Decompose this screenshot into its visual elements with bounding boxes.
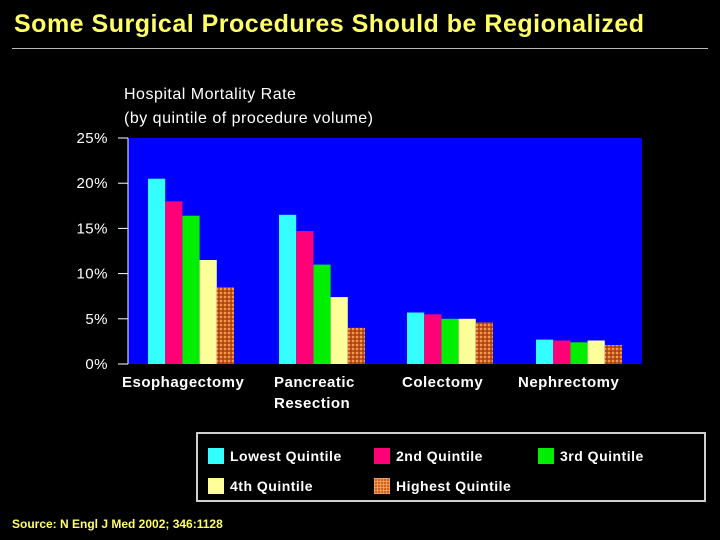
bar-lowest-0 — [148, 178, 166, 364]
bar-fourth-0 — [199, 260, 217, 364]
legend: Lowest Quintile 2nd Quintile 3rd Quintil… — [196, 432, 706, 502]
bar-fourth-1 — [330, 297, 348, 364]
y-tick-label: 10% — [76, 266, 108, 283]
bar-third-0 — [182, 215, 200, 364]
bar-second-3 — [553, 340, 571, 364]
bar-second-0 — [165, 201, 183, 364]
chart-title-line2: (by quintile of procedure volume) — [124, 110, 374, 127]
legend-label-highest: Highest Quintile — [396, 478, 512, 494]
x-category-label: Colectomy — [402, 374, 483, 391]
x-category-label: Resection — [274, 395, 350, 412]
y-tick-label: 0% — [85, 356, 108, 373]
x-category-label: Nephrectomy — [518, 374, 620, 391]
source-citation: Source: N Engl J Med 2002; 346:1128 — [12, 517, 223, 531]
bar-second-1 — [296, 231, 314, 364]
legend-item-lowest: Lowest Quintile — [208, 448, 342, 464]
y-tick-label: 25% — [76, 130, 108, 147]
bar-lowest-3 — [536, 339, 554, 364]
title-rule — [12, 48, 708, 49]
legend-swatch-highest — [374, 478, 390, 494]
bar-fourth-3 — [587, 340, 605, 364]
legend-swatch-fourth — [208, 478, 224, 494]
x-category-label: Pancreatic — [274, 374, 355, 391]
legend-label-fourth: 4th Quintile — [230, 478, 313, 494]
bar-second-2 — [424, 314, 442, 364]
legend-label-lowest: Lowest Quintile — [230, 448, 342, 464]
y-tick-label: 15% — [76, 220, 108, 237]
bar-lowest-2 — [407, 312, 425, 364]
bar-third-3 — [570, 342, 588, 364]
y-tick-label: 5% — [85, 311, 108, 328]
slide-title: Some Surgical Procedures Should be Regio… — [14, 10, 645, 38]
legend-item-fourth: 4th Quintile — [208, 478, 313, 494]
bar-highest-1 — [347, 327, 365, 364]
legend-item-highest: Highest Quintile — [374, 478, 511, 494]
legend-swatch-second — [374, 448, 390, 464]
legend-label-second: 2nd Quintile — [396, 448, 483, 464]
legend-item-third: 3rd Quintile — [538, 448, 644, 464]
legend-item-second: 2nd Quintile — [374, 448, 483, 464]
bar-third-1 — [313, 264, 331, 364]
x-category-label: Esophagectomy — [122, 374, 245, 391]
legend-swatch-lowest — [208, 448, 224, 464]
legend-label-third: 3rd Quintile — [560, 448, 644, 464]
chart-title-line1: Hospital Mortality Rate — [124, 86, 297, 103]
bar-fourth-2 — [458, 318, 476, 364]
bar-third-2 — [441, 318, 459, 364]
legend-swatch-third — [538, 448, 554, 464]
bar-highest-2 — [475, 322, 493, 364]
y-tick-label: 20% — [76, 175, 108, 192]
bar-highest-0 — [216, 287, 234, 364]
bar-lowest-1 — [279, 214, 297, 364]
bar-highest-3 — [604, 345, 622, 364]
